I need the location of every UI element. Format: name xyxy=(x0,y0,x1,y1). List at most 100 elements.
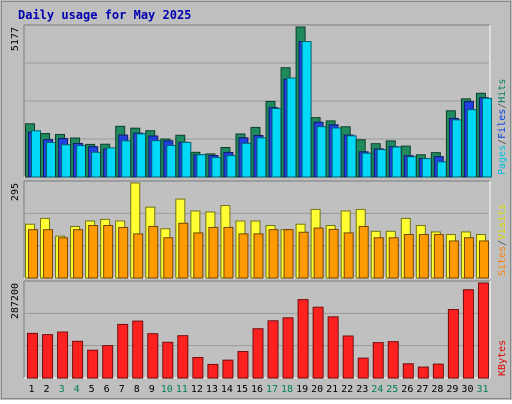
bar-sites-day-24 xyxy=(373,237,384,279)
bar-kbytes-day-27 xyxy=(417,366,429,379)
x-label-day-30: 30 xyxy=(461,384,473,395)
bar-pages-day-21 xyxy=(331,127,342,178)
bar-pages-day-22 xyxy=(346,135,357,178)
bar-kbytes-day-4 xyxy=(72,340,84,379)
x-label-day-21: 21 xyxy=(326,384,338,395)
bar-sites-day-2 xyxy=(43,229,54,279)
bar-sites-day-18 xyxy=(283,229,294,279)
x-label-day-31: 31 xyxy=(476,384,488,395)
bar-pages-day-6 xyxy=(106,147,117,178)
legend-entry: / xyxy=(497,103,508,109)
bar-pages-day-27 xyxy=(421,158,432,178)
bar-kbytes-day-18 xyxy=(282,317,294,379)
bar-kbytes-day-25 xyxy=(387,341,399,379)
bar-kbytes-day-2 xyxy=(42,334,54,379)
bar-kbytes-day-19 xyxy=(297,299,309,379)
x-label-day-7: 7 xyxy=(119,384,125,395)
bar-kbytes-day-20 xyxy=(312,306,324,379)
bar-pages-day-13 xyxy=(211,157,222,178)
bar-pages-day-10 xyxy=(166,145,177,178)
x-axis-day-labels: 1 2 3 4 5 6 7 8 9 10 11 12 13 14 15 16 17 18 19 20 21 22 23 24 2… xyxy=(29,384,489,395)
bar-sites-day-19 xyxy=(298,231,309,279)
bar-pages-day-30 xyxy=(466,109,477,178)
legend-entry: Pages xyxy=(497,145,508,175)
legend-top: Pages/Files/Hits xyxy=(497,79,508,175)
bar-sites-day-1 xyxy=(28,229,38,279)
bar-pages-day-26 xyxy=(406,156,417,178)
bar-pages-day-18 xyxy=(286,77,297,178)
bar-sites-day-10 xyxy=(163,237,174,279)
bar-sites-day-31 xyxy=(478,240,489,279)
bar-kbytes-day-12 xyxy=(192,356,204,379)
bar-pages-day-14 xyxy=(226,155,237,178)
bar-pages-day-8 xyxy=(136,133,147,178)
x-label-day-22: 22 xyxy=(341,384,353,395)
bar-kbytes-day-1 xyxy=(27,332,38,379)
x-label-day-4: 4 xyxy=(74,384,80,395)
x-label-day-23: 23 xyxy=(356,384,368,395)
x-label-day-18: 18 xyxy=(281,384,293,395)
bar-kbytes-day-13 xyxy=(207,363,219,379)
bar-sites-day-25 xyxy=(388,237,399,279)
x-label-day-11: 11 xyxy=(176,384,188,395)
x-label-day-14: 14 xyxy=(221,384,233,395)
x-label-day-19: 19 xyxy=(296,384,308,395)
x-label-day-1: 1 xyxy=(29,384,35,395)
x-label-day-8: 8 xyxy=(134,384,140,395)
x-label-day-28: 28 xyxy=(431,384,443,395)
x-label-day-3: 3 xyxy=(59,384,65,395)
bar-kbytes-day-9 xyxy=(147,333,159,379)
bar-kbytes-day-15 xyxy=(237,351,249,379)
bar-sites-day-30 xyxy=(463,237,474,279)
bar-pages-day-3 xyxy=(61,144,72,178)
legend-entry: Sites xyxy=(497,246,508,276)
chart-panels: 5177Pages/Files/Hits295Sites/Visits28720… xyxy=(10,24,508,379)
bar-sites-day-23 xyxy=(358,225,369,279)
bar-kbytes-day-8 xyxy=(132,320,144,379)
bar-kbytes-day-14 xyxy=(222,359,234,379)
x-label-day-26: 26 xyxy=(401,384,413,395)
bar-sites-day-6 xyxy=(103,225,114,279)
legend-entry: / xyxy=(497,240,508,246)
bar-sites-day-27 xyxy=(418,234,429,279)
bar-sites-day-7 xyxy=(118,226,129,279)
bar-pages-day-24 xyxy=(376,149,387,178)
x-label-day-15: 15 xyxy=(236,384,248,395)
bar-pages-day-23 xyxy=(361,152,372,178)
bar-sites-day-8 xyxy=(133,233,144,279)
x-label-day-16: 16 xyxy=(251,384,263,395)
bar-pages-day-2 xyxy=(46,141,57,178)
x-label-day-17: 17 xyxy=(266,384,278,395)
bar-kbytes-day-3 xyxy=(57,331,69,379)
bar-kbytes-day-10 xyxy=(162,341,174,379)
bar-sites-day-21 xyxy=(328,228,339,279)
legend-bottom: KBytes xyxy=(497,340,508,376)
bar-pages-day-4 xyxy=(76,145,87,178)
x-label-day-6: 6 xyxy=(104,384,110,395)
scale-label-middle: 295 xyxy=(10,183,21,201)
bar-sites-day-12 xyxy=(193,232,204,279)
x-label-day-25: 25 xyxy=(386,384,398,395)
bar-kbytes-day-30 xyxy=(462,289,474,379)
bar-kbytes-day-26 xyxy=(402,363,414,379)
bar-sites-day-5 xyxy=(88,225,99,279)
x-label-day-5: 5 xyxy=(89,384,95,395)
bar-sites-day-4 xyxy=(73,229,84,279)
bar-pages-day-7 xyxy=(121,140,132,178)
bar-pages-day-25 xyxy=(391,146,402,178)
x-label-day-27: 27 xyxy=(416,384,428,395)
x-label-day-24: 24 xyxy=(371,384,383,395)
bar-pages-day-29 xyxy=(451,119,462,178)
bar-kbytes-day-28 xyxy=(432,363,444,379)
bar-kbytes-day-16 xyxy=(252,328,264,379)
bar-sites-day-22 xyxy=(343,232,354,279)
x-label-day-13: 13 xyxy=(206,384,218,395)
bar-pages-day-15 xyxy=(241,142,252,178)
bar-pages-day-16 xyxy=(256,137,267,178)
x-label-day-20: 20 xyxy=(311,384,323,395)
x-label-day-10: 10 xyxy=(161,384,173,395)
